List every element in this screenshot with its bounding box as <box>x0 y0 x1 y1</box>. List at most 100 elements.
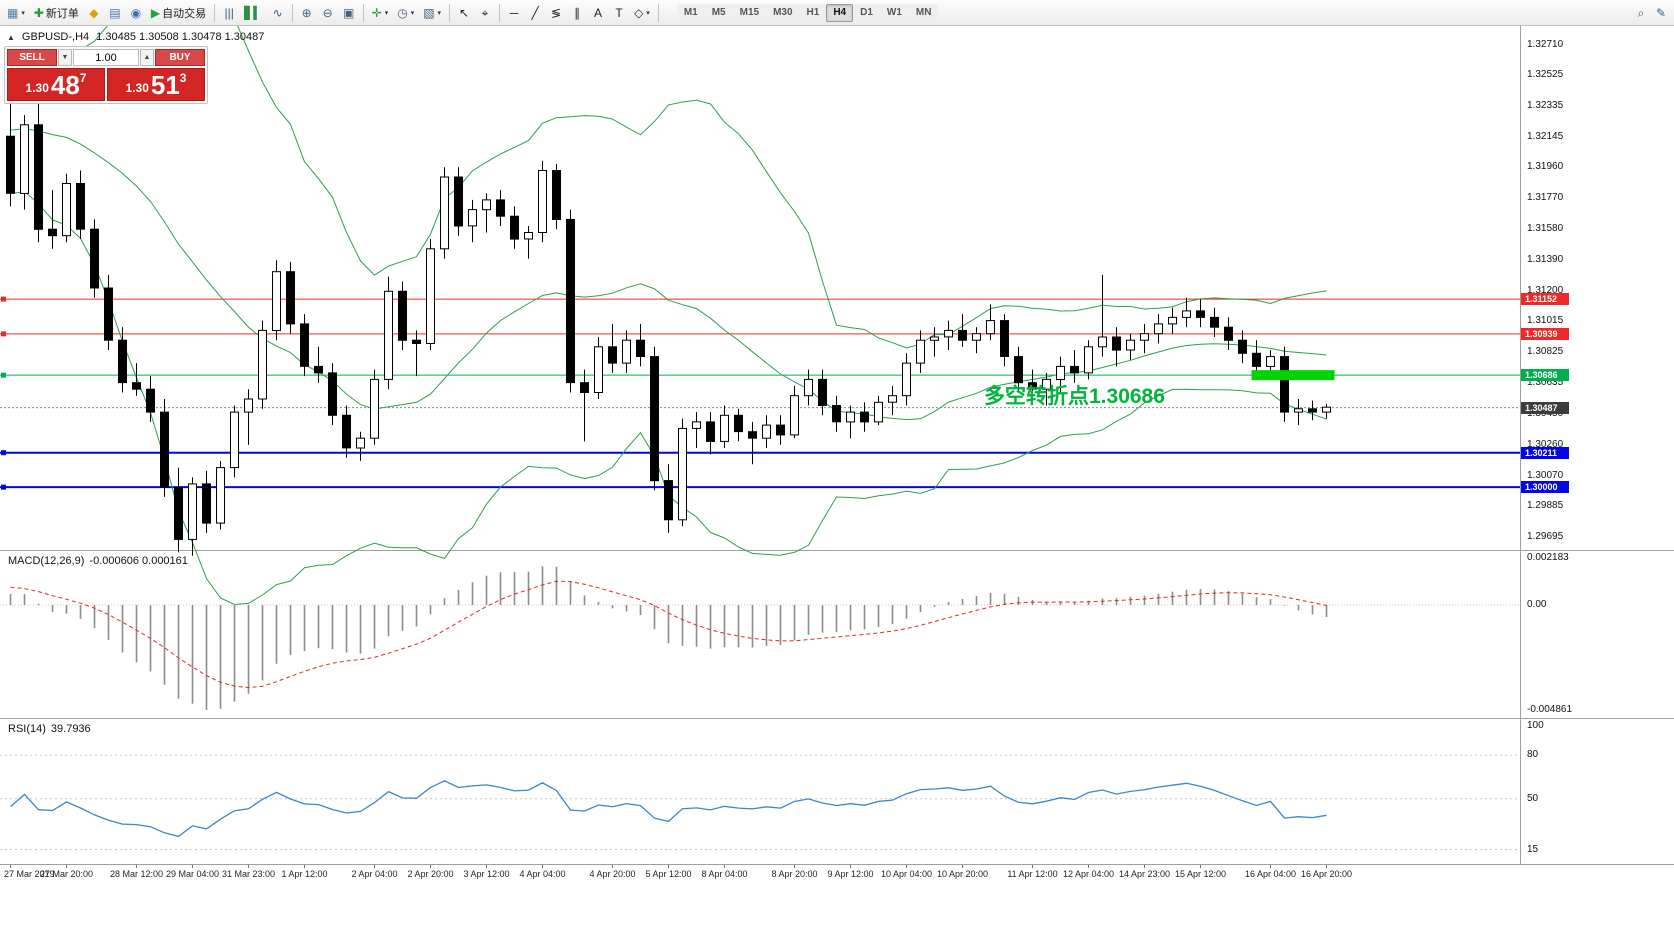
price-axis-label: 1.31960 <box>1527 161 1564 173</box>
timeframe-m30[interactable]: M30 <box>766 3 800 22</box>
toolbar-separator <box>291 3 293 22</box>
search-icon[interactable]: ⌕ <box>1631 3 1651 23</box>
time-axis-label: 5 Apr 12:00 <box>645 869 692 879</box>
settings-icon[interactable]: ✎ <box>1651 3 1671 23</box>
indicators-icon[interactable]: ✛ ▾ <box>368 3 393 23</box>
timeframe-mn[interactable]: MN <box>908 3 939 22</box>
time-axis-label: 2 Apr 20:00 <box>407 869 454 879</box>
sell-price-point: 7 <box>79 71 87 85</box>
price-axis-label: 1.30825 <box>1527 346 1564 358</box>
time-axis-label: 8 Apr 04:00 <box>701 869 748 879</box>
toolbar-separator <box>214 3 216 22</box>
navigator-icon[interactable]: ◉ <box>126 3 146 23</box>
dropdown-arrow-icon[interactable]: ▾ <box>384 9 389 17</box>
text-icon[interactable]: A <box>588 3 608 23</box>
auto-trading-button: ▶ <box>150 5 161 20</box>
timeframe-m5[interactable]: M5 <box>704 3 733 22</box>
label-icon[interactable]: T <box>609 3 629 23</box>
volume-increase-button[interactable]: ▲ <box>140 49 154 66</box>
time-axis-label: 4 Apr 04:00 <box>519 869 566 879</box>
buy-button[interactable]: BUY <box>155 49 205 66</box>
macd-axis-label: -0.004861 <box>1527 703 1573 715</box>
price-axis-label: 1.31200 <box>1527 285 1564 297</box>
sell-price-pips: 48 <box>50 70 80 100</box>
toolbar-separator <box>449 3 451 22</box>
data-window-icon: ▤ <box>109 5 121 20</box>
time-axis-label: 9 Apr 12:00 <box>827 869 874 879</box>
line-chart-icon: ∿ <box>272 5 283 20</box>
time-axis-label: 27 Mar 2019 <box>4 869 55 879</box>
horizontal-line-icon[interactable]: ─ <box>504 3 524 23</box>
timeframe-h1[interactable]: H1 <box>799 3 827 22</box>
timeframe-m15[interactable]: M15 <box>732 3 767 22</box>
price-axis-label: 1.30070 <box>1527 469 1564 481</box>
timeframe-w1[interactable]: W1 <box>879 3 909 22</box>
time-axis-label: 28 Mar 12:00 <box>109 869 164 879</box>
price-tag-1.30211: 1.30211 <box>1521 446 1569 459</box>
dropdown-arrow-icon[interactable]: ▾ <box>21 9 25 17</box>
buy-price-display[interactable]: 1.30 51 3 <box>107 68 205 101</box>
sell-price-display[interactable]: 1.30 48 7 <box>7 68 105 101</box>
cursor-icon: ↖ <box>459 5 470 20</box>
market-watch-icon[interactable]: ◆ <box>84 3 104 23</box>
shapes-icon[interactable]: ◇ ▾ <box>630 3 654 23</box>
auto-trading-button-label: 自动交易 <box>162 7 207 20</box>
fibonacci-icon[interactable]: ≶ <box>546 3 566 23</box>
new-order-button: ✚ <box>33 5 44 20</box>
timeframe-m1[interactable]: M1 <box>676 3 705 22</box>
trendline-icon[interactable]: ╱ <box>525 3 545 23</box>
new-chart-icon[interactable]: ▦ ▾ <box>3 3 29 23</box>
periods-icon[interactable]: ◷ ▾ <box>393 3 418 23</box>
macd-axis-label: 0.00 <box>1527 599 1547 610</box>
time-axis-label: 16 Apr 04:00 <box>1244 869 1297 879</box>
crosshair-icon[interactable]: ⌖ <box>475 3 495 23</box>
macd-indicator-label: MACD(12,26,9) -0.000606 0.000161 <box>8 555 193 567</box>
time-axis-label: 29 Mar 04:00 <box>165 869 220 879</box>
channel-icon[interactable]: ∥ <box>567 3 587 23</box>
time-axis-label: 14 Apr 23:00 <box>1118 869 1171 879</box>
volume-input[interactable] <box>73 49 139 66</box>
fibonacci-icon: ≶ <box>551 5 562 20</box>
new-order-button[interactable]: ✚ 新订单 <box>30 3 83 23</box>
dropdown-arrow-icon[interactable]: ▾ <box>437 9 442 17</box>
one-click-trading-panel: SELL ▼ ▲ BUY 1.30 48 7 1.30 51 3 <box>4 46 208 104</box>
price-axis-label: 1.29695 <box>1527 530 1564 542</box>
buy-price-point: 3 <box>179 71 187 85</box>
candlestick-chart-icon[interactable]: ▋▍ <box>240 3 266 23</box>
dropdown-arrow-icon[interactable]: ▾ <box>646 9 650 17</box>
templates-icon[interactable]: ▧ ▾ <box>419 3 445 23</box>
timeframe-d1[interactable]: D1 <box>853 3 880 22</box>
trendline-icon: ╱ <box>531 5 539 20</box>
dropdown-arrow-icon[interactable]: ▾ <box>410 9 415 17</box>
toolbar-right-icons: ⌕ ✎ <box>1631 3 1671 23</box>
volume-decrease-button[interactable]: ▼ <box>58 49 72 66</box>
rsi-value: 39.7936 <box>50 723 91 735</box>
sell-button[interactable]: SELL <box>7 49 57 66</box>
price-axis-label: 1.32335 <box>1527 99 1564 111</box>
rsi-axis-label: 50 <box>1527 792 1539 804</box>
one-click-collapse-icon[interactable]: ▲ <box>7 32 15 42</box>
price-axis-label: 1.32525 <box>1527 68 1564 80</box>
price-tag-1.31152: 1.31152 <box>1521 293 1569 306</box>
price-axis-label: 1.30635 <box>1527 377 1564 389</box>
auto-trading-button[interactable]: ▶ 自动交易 <box>147 3 210 23</box>
time-axis-label: 1 Apr 12:00 <box>281 869 328 879</box>
shapes-icon: ◇ <box>634 5 644 20</box>
tile-windows-icon[interactable]: ▣ <box>339 3 359 23</box>
settings-icon: ✎ <box>1655 5 1667 20</box>
zoom-out-icon[interactable]: ⊖ <box>318 3 338 23</box>
periods-icon: ◷ <box>397 5 408 20</box>
price-axis-label: 1.32145 <box>1527 131 1564 142</box>
cursor-icon[interactable]: ↖ <box>454 3 474 23</box>
zoom-in-icon[interactable]: ⊕ <box>297 3 317 23</box>
price-axis-label: 1.31580 <box>1527 223 1564 235</box>
timeframe-h4[interactable]: H4 <box>826 3 854 22</box>
price-axis-label: 1.30260 <box>1527 438 1564 450</box>
crosshair-icon: ⌖ <box>481 5 489 20</box>
line-chart-icon[interactable]: ∿ <box>268 3 288 23</box>
price-tag-1.30487: 1.30487 <box>1521 401 1569 414</box>
data-window-icon[interactable]: ▤ <box>105 3 125 23</box>
bar-chart-icon[interactable]: ||| <box>219 3 239 23</box>
time-axis-label: 3 Apr 12:00 <box>463 869 510 879</box>
